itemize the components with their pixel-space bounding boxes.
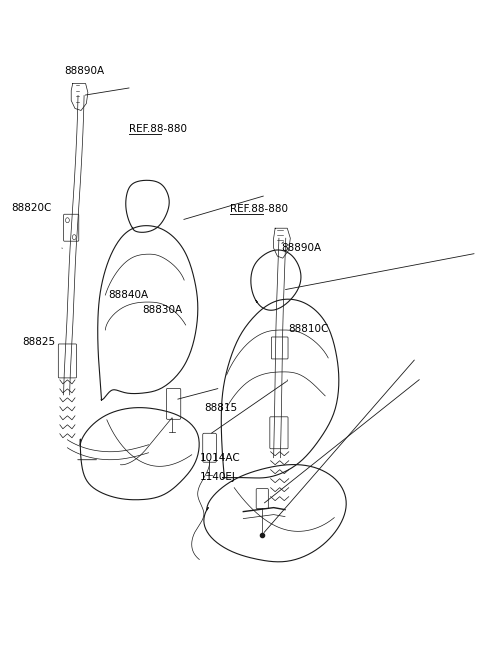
Text: 1140EJ: 1140EJ [200,472,236,482]
Text: REF.88-880: REF.88-880 [230,204,288,214]
Text: 88820C: 88820C [12,203,52,213]
Text: 88890A: 88890A [281,243,321,253]
Text: 88815: 88815 [204,403,237,413]
Text: 88810C: 88810C [288,324,328,335]
Text: REF.88-880: REF.88-880 [129,124,187,134]
Text: 88825: 88825 [23,337,56,348]
Text: 1014AC: 1014AC [200,453,241,462]
Text: 88830A: 88830A [142,304,182,315]
Text: 88890A: 88890A [64,66,105,76]
Text: 88840A: 88840A [108,290,148,300]
